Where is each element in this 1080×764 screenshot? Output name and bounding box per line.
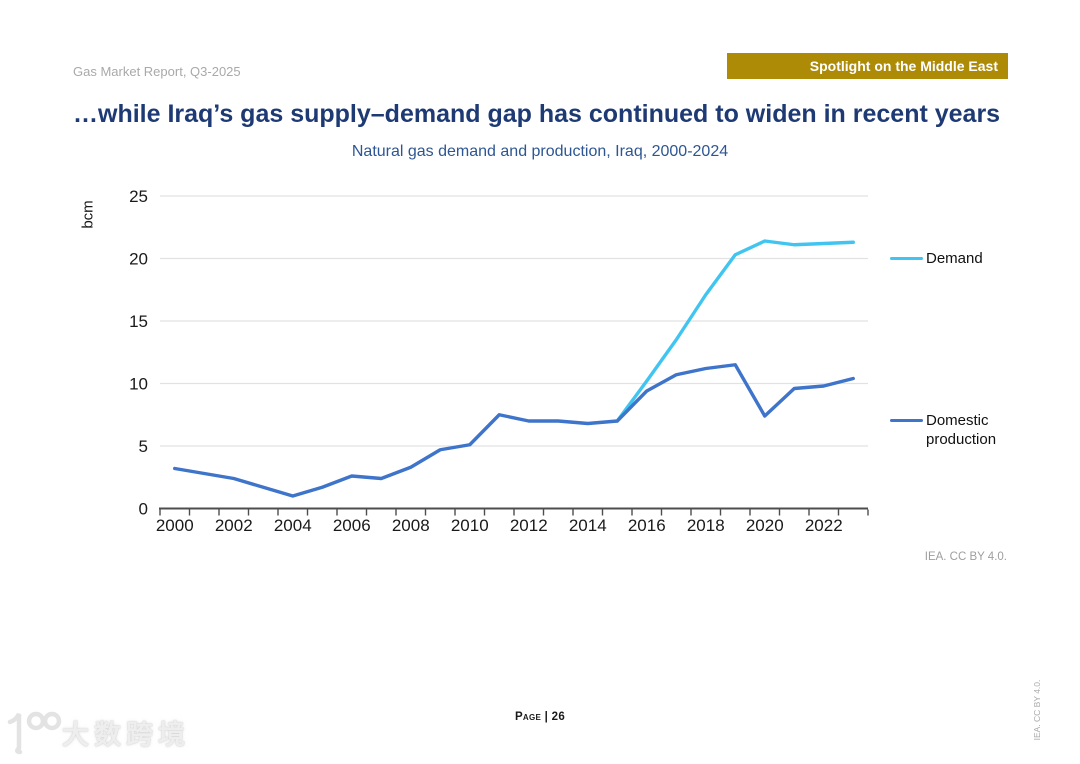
license-credit: IEA. CC BY 4.0. (924, 551, 1007, 563)
production-line-swatch-icon (890, 419, 923, 423)
spotlight-badge: Spotlight on the Middle East (727, 53, 1008, 79)
legend-label-demand: Demand (926, 250, 983, 267)
legend-item-domestic-production: Domestic production (890, 411, 1018, 449)
side-license-credit: IEA. CC BY 4.0. (1032, 679, 1042, 741)
svg-text:2012: 2012 (510, 516, 548, 535)
svg-text:2010: 2010 (451, 516, 489, 535)
page-number: Page | 26 (514, 711, 566, 723)
svg-text:2014: 2014 (569, 516, 607, 535)
svg-text:5: 5 (139, 437, 148, 456)
svg-text:10: 10 (129, 375, 148, 394)
watermark: 大数跨境 (6, 708, 190, 756)
y-axis-unit-label: bcm (79, 200, 97, 229)
chart-subtitle: Natural gas demand and production, Iraq,… (351, 143, 729, 160)
report-label: Gas Market Report, Q3-2025 (73, 64, 241, 79)
legend-label-domestic-production: Domestic production (926, 412, 997, 448)
demand-line-swatch-icon (890, 257, 923, 261)
svg-text:2018: 2018 (687, 516, 725, 535)
svg-text:2004: 2004 (274, 516, 312, 535)
slide-title: …while Iraq’s gas supply–demand gap has … (73, 100, 1001, 128)
watermark-text: 大数跨境 (62, 719, 190, 750)
svg-text:0: 0 (139, 500, 148, 519)
svg-text:2022: 2022 (805, 516, 843, 535)
svg-text:2006: 2006 (333, 516, 371, 535)
legend-item-demand: Demand (890, 249, 1018, 268)
watermark-logo-icon (7, 711, 62, 755)
svg-text:25: 25 (129, 187, 148, 206)
svg-text:2016: 2016 (628, 516, 666, 535)
svg-text:2002: 2002 (215, 516, 253, 535)
svg-text:2020: 2020 (746, 516, 784, 535)
svg-text:20: 20 (129, 250, 148, 269)
svg-text:15: 15 (129, 312, 148, 331)
svg-text:2000: 2000 (156, 516, 194, 535)
svg-text:2008: 2008 (392, 516, 430, 535)
